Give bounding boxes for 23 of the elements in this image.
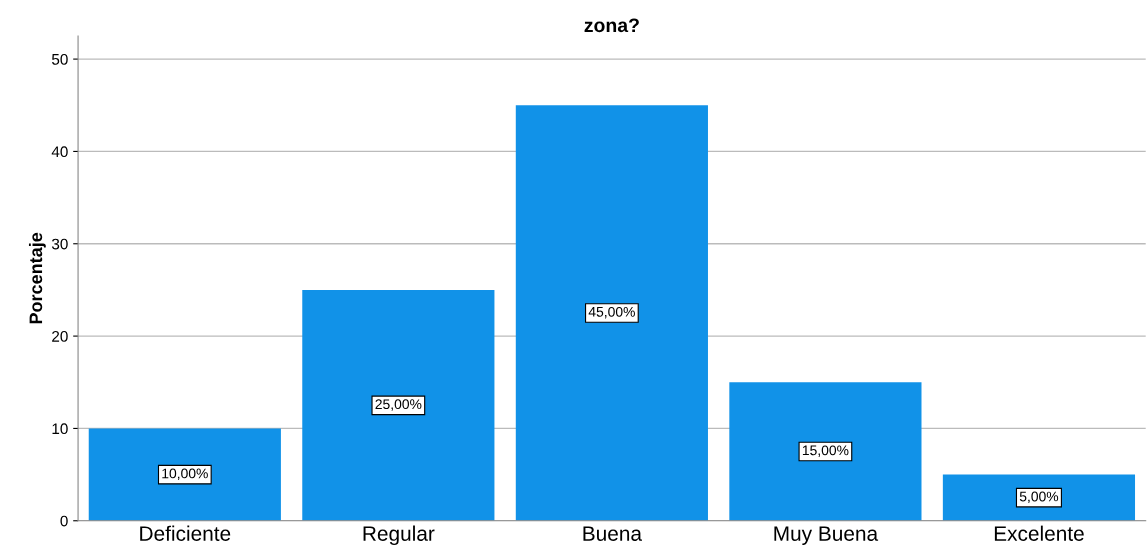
bar xyxy=(302,289,495,521)
data-label: 5,00% xyxy=(1019,491,1059,504)
x-tick-label: Buena xyxy=(583,526,643,541)
data-label: 45,00% xyxy=(588,306,635,319)
y-tick-label: 30 xyxy=(51,238,68,250)
y-tick-label: 0 xyxy=(60,515,68,527)
x-tick-label: Deficiente xyxy=(140,525,231,541)
bar xyxy=(515,105,708,521)
data-label: 10,00% xyxy=(162,468,208,480)
y-tick-label: 50 xyxy=(51,53,68,65)
x-tick-label: Muy Buena xyxy=(774,526,879,546)
bar xyxy=(88,428,281,521)
y-tick-label: 10 xyxy=(52,423,68,435)
chart-title: zona? xyxy=(584,18,639,33)
data-label: 15,00% xyxy=(802,445,849,457)
data-label: 25,00% xyxy=(375,399,422,411)
x-tick-label: Regular xyxy=(363,525,435,546)
y-tick-label: 40 xyxy=(51,146,68,158)
x-tick-label: Excelente xyxy=(994,525,1084,541)
y-axis-title: Porcentaje xyxy=(28,232,46,324)
bar xyxy=(729,382,922,521)
y-tick-label: 20 xyxy=(52,330,68,342)
bar xyxy=(942,474,1136,521)
